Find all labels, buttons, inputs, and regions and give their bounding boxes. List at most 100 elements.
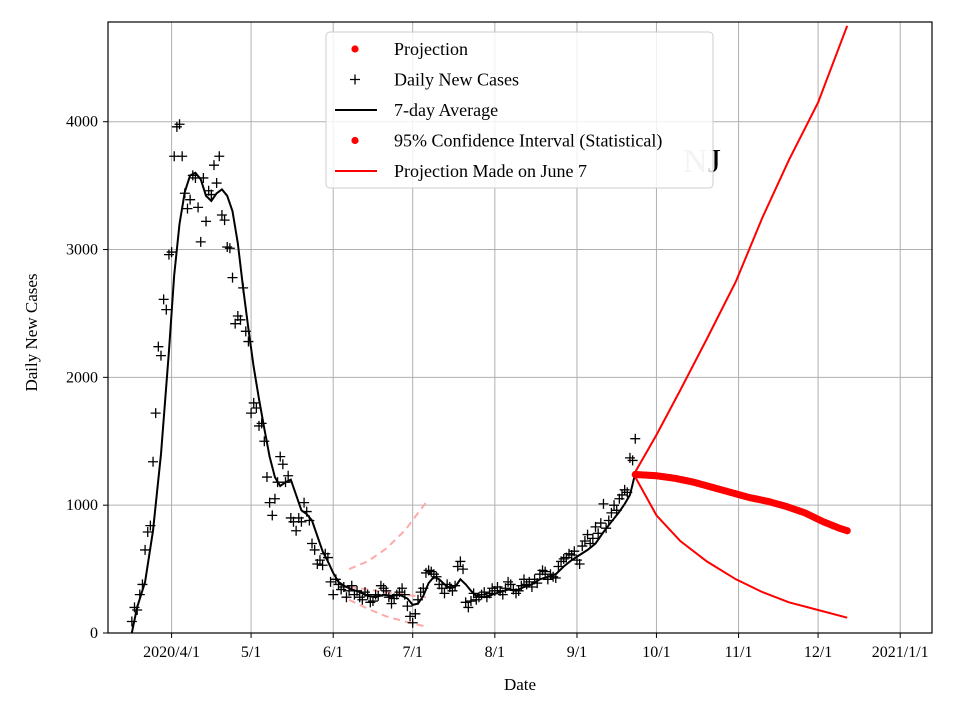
daily-case-marker (564, 548, 575, 559)
daily-case-marker (418, 583, 429, 594)
daily-case-marker (601, 523, 612, 534)
daily-case-marker (208, 160, 219, 171)
daily-case-marker (330, 574, 341, 585)
daily-case-marker (185, 194, 196, 205)
daily-case-marker (296, 516, 307, 527)
legend: Projection Daily New Cases 7-day Average 95… (325, 31, 714, 189)
daily-case-marker (399, 589, 410, 600)
legend-label: 95% Confidence Interval (Statistical) (394, 131, 662, 152)
x-axis-label: Date (504, 675, 536, 694)
y-tick-label: 3000 (66, 242, 98, 259)
daily-case-marker (606, 507, 617, 518)
daily-case-marker (126, 616, 137, 627)
daily-case-marker (476, 589, 487, 600)
daily-case-marker (370, 589, 381, 600)
daily-case-marker (412, 594, 423, 605)
daily-case-marker (593, 528, 604, 539)
daily-case-marker (140, 544, 151, 555)
daily-case-marker (556, 556, 567, 567)
daily-case-marker (198, 172, 209, 183)
daily-case-marker (153, 341, 164, 352)
daily-case-marker (261, 472, 272, 483)
legend-dot-marker (351, 45, 359, 53)
daily-case-marker (402, 601, 413, 612)
daily-case-marker (299, 497, 310, 508)
legend-entry: Daily New Cases (350, 70, 519, 90)
daily-case-marker (532, 578, 543, 589)
daily-case-marker (307, 538, 318, 549)
daily-case-marker (240, 326, 251, 337)
ci-lower-line (634, 476, 848, 619)
daily-case-marker (360, 587, 371, 598)
daily-case-marker (304, 515, 315, 526)
daily-case-marker (246, 408, 257, 419)
legend-entry: Projection (351, 39, 468, 59)
daily-case-marker (195, 236, 206, 247)
daily-case-marker (513, 585, 524, 596)
axes: 2020/4/1 5/1 6/1 7/1 8/1 9/1 10/1 11/1 12/1 2021/… (66, 21, 933, 661)
legend-label: Projection Made on June 7 (394, 161, 587, 181)
daily-case-marker (579, 535, 590, 546)
daily-case-marker (471, 594, 482, 605)
x-tick-label: 8/1 (485, 644, 505, 661)
y-tick-label: 4000 (66, 114, 98, 131)
daily-case-marker (386, 598, 397, 609)
y-axis-label: Daily New Cases (22, 273, 41, 391)
daily-case-marker (587, 533, 598, 544)
daily-case-marker (214, 151, 225, 162)
daily-case-marker (211, 178, 222, 189)
daily-case-marker (171, 121, 182, 132)
daily-case-marker (254, 420, 265, 431)
daily-case-marker (179, 188, 190, 199)
daily-case-marker (452, 561, 463, 572)
daily-case-marker (346, 580, 357, 591)
daily-case-marker (264, 497, 275, 508)
legend-plus-marker (350, 74, 360, 85)
daily-case-marker (134, 589, 145, 600)
daily-case-marker (163, 249, 174, 260)
axes-frame (107, 21, 933, 634)
daily-case-marker (540, 566, 551, 577)
daily-case-marker (243, 336, 254, 347)
daily-case-marker (328, 589, 339, 600)
daily-case-marker (458, 564, 469, 575)
daily-case-marker (322, 552, 333, 563)
daily-case-marker (410, 608, 421, 619)
june-projection-lower-line (348, 598, 427, 628)
daily-case-marker (150, 408, 161, 419)
daily-case-marker (238, 282, 249, 293)
daily-case-marker (516, 580, 527, 591)
daily-case-marker (383, 592, 394, 603)
legend-dot-marker (351, 136, 359, 145)
daily-case-marker (373, 590, 384, 601)
daily-case-marker (378, 583, 389, 594)
daily-case-marker (161, 304, 172, 315)
daily-case-marker (505, 579, 516, 590)
x-tick-label: 5/1 (241, 644, 261, 661)
daily-case-marker (526, 581, 537, 592)
june-projection-upper-line (348, 501, 427, 571)
seven-day-average-line (130, 171, 637, 634)
daily-case-marker (256, 418, 267, 429)
daily-case-marker (484, 588, 495, 599)
daily-case-marker (465, 596, 476, 607)
daily-case-marker (617, 489, 628, 500)
daily-case-marker (611, 505, 622, 516)
daily-case-marker (548, 571, 559, 582)
daily-case-marker (609, 500, 620, 511)
daily-case-marker (447, 585, 458, 596)
daily-case-marker (577, 541, 588, 552)
daily-case-marker (436, 583, 447, 594)
daily-case-marker (455, 556, 466, 567)
x-tick-label: 2020/4/1 (143, 644, 200, 661)
daily-case-marker (503, 576, 514, 587)
daily-case-marker (291, 525, 302, 536)
daily-case-marker (301, 506, 312, 517)
daily-case-marker (129, 602, 140, 613)
daily-case-marker (585, 538, 596, 549)
daily-case-marker (595, 518, 606, 529)
daily-case-marker (148, 456, 159, 467)
daily-case-marker (423, 565, 434, 576)
